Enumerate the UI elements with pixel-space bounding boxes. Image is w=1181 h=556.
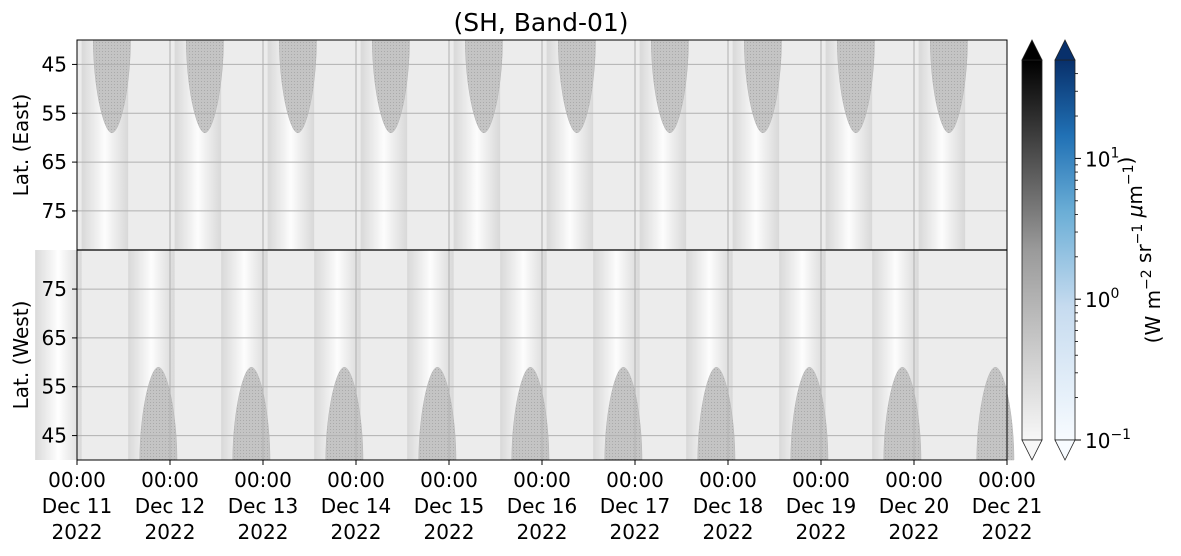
x-tick-label: 00:00 Dec 14 2022 xyxy=(321,468,392,544)
west-y-tick-label: 65 xyxy=(42,326,67,350)
no-data-region xyxy=(930,39,968,134)
x-tick-label: 00:00 Dec 13 2022 xyxy=(228,468,299,544)
no-data-region xyxy=(511,366,550,461)
no-data-region xyxy=(790,366,829,461)
colorbar-gray xyxy=(1021,39,1043,461)
no-data-region xyxy=(651,39,689,134)
west-y-tick-label: 55 xyxy=(42,375,67,399)
west-y-tick-label: 75 xyxy=(42,277,67,301)
east-y-tick-label: 45 xyxy=(42,52,67,76)
no-data-region xyxy=(976,366,1015,461)
colorbar-tick-label: 100 xyxy=(1085,286,1119,312)
no-data-region xyxy=(93,39,131,134)
no-data-region xyxy=(697,366,736,461)
no-data-region xyxy=(418,366,457,461)
east-y-tick-label: 75 xyxy=(42,199,67,223)
no-data-region xyxy=(372,39,410,134)
no-data-region xyxy=(465,39,503,134)
x-axis-ticks: 00:00 Dec 11 2022 00:00 Dec 12 2022 00:00 Dec 1… xyxy=(42,460,1043,544)
colorbar-blue-ticks: 10−1 100 101 xyxy=(1075,73,1131,453)
west-brightness-band xyxy=(35,250,82,460)
x-tick-label: 00:00 Dec 12 2022 xyxy=(135,468,206,544)
x-tick-label: 00:00 Dec 11 2022 xyxy=(42,468,113,544)
no-data-region xyxy=(558,39,596,134)
colorbar-tick-label: 101 xyxy=(1085,145,1119,171)
west-y-tick-label: 45 xyxy=(42,424,67,448)
x-tick-label: 00:00 Dec 19 2022 xyxy=(786,468,857,544)
colorbar-label: (W m−2 sr−1 μm−1) xyxy=(1114,157,1165,344)
x-tick-label: 00:00 Dec 21 2022 xyxy=(972,468,1043,544)
no-data-region xyxy=(186,39,224,134)
no-data-region xyxy=(232,366,271,461)
no-data-region xyxy=(604,366,643,461)
no-data-region xyxy=(883,366,922,461)
x-tick-label: 00:00 Dec 15 2022 xyxy=(414,468,485,544)
west-y-axis-label: Lat. (West) xyxy=(9,301,33,410)
no-data-region xyxy=(325,366,364,461)
plot-area xyxy=(35,39,1015,461)
chart-title: (SH, Band-01) xyxy=(453,8,628,37)
no-data-region xyxy=(279,39,317,134)
x-tick-label: 00:00 Dec 18 2022 xyxy=(693,468,764,544)
east-y-axis-label: Lat. (East) xyxy=(9,94,33,197)
east-y-tick-label: 55 xyxy=(42,101,67,125)
east-y-tick-label: 65 xyxy=(42,150,67,174)
x-tick-label: 00:00 Dec 16 2022 xyxy=(507,468,578,544)
no-data-region xyxy=(139,366,178,461)
colorbar-gray-extend-bottom xyxy=(1021,439,1043,461)
colorbar-blue: 10−1 100 101 xyxy=(1054,39,1131,461)
x-tick-label: 00:00 Dec 20 2022 xyxy=(879,468,950,544)
colorbar-blue-extend-top xyxy=(1054,39,1076,61)
east-y-ticks: 45 55 65 75 xyxy=(42,52,77,223)
colorbar-gray-extend-top xyxy=(1021,39,1043,61)
colorbar-tick-label: 10−1 xyxy=(1085,427,1131,453)
colorbar-blue-extend-bottom xyxy=(1054,439,1076,461)
x-tick-label: 00:00 Dec 17 2022 xyxy=(600,468,671,544)
no-data-region xyxy=(744,39,782,134)
no-data-region xyxy=(837,39,875,134)
west-y-ticks: 75 65 55 45 xyxy=(42,277,77,448)
